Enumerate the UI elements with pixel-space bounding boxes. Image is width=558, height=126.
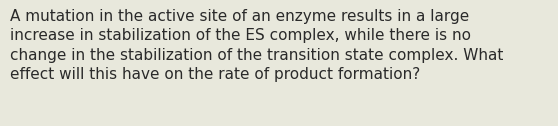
Text: A mutation in the active site of an enzyme results in a large
increase in stabil: A mutation in the active site of an enzy… <box>10 9 503 83</box>
